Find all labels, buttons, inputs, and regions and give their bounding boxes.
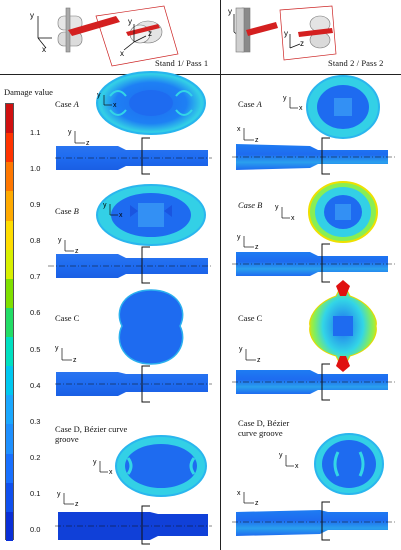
pass1-case-a-axis [103, 95, 112, 106]
pass1-case-c-label: Case C [55, 313, 80, 323]
svg-text:x: x [119, 212, 123, 219]
pass1-case-c-cross-section [118, 289, 184, 365]
svg-text:y: y [68, 129, 72, 136]
stand2-plane [279, 5, 337, 61]
legend-tick-label: 0.7 [30, 272, 41, 282]
svg-text:y: y [279, 452, 283, 459]
pass2-case-a-cross-section [306, 75, 380, 139]
stand2-plane-axis-y: y [284, 29, 288, 38]
pass2-case-b-cross-section [308, 181, 378, 243]
svg-text:x: x [237, 490, 241, 497]
pass1-case-a-label: Case A [55, 99, 79, 109]
stand1-plane-axis-z: z [148, 29, 152, 38]
svg-text:z: z [73, 357, 77, 364]
legend-tick-label: 0.1 [30, 488, 41, 498]
pass1-case-a-bar-axis [74, 131, 85, 144]
svg-text:x: x [299, 105, 303, 112]
stand2-schematic: y x y z [228, 5, 337, 61]
pass2-case-d-label: Case D, Bézier curve groove [238, 418, 290, 438]
colorbar-cell [6, 249, 13, 279]
damage-colorbar [5, 103, 14, 541]
svg-text:z: z [255, 244, 259, 251]
stand2-bar [246, 22, 278, 36]
pass2-case-d-cross-section [314, 433, 384, 495]
stand2-axis-y: y [228, 7, 232, 16]
center-divider [220, 0, 221, 550]
colorbar-cell [6, 453, 13, 483]
legend-tick-label: 0.4 [30, 380, 41, 390]
legend-tick-label: 0.9 [30, 200, 41, 210]
svg-text:y: y [57, 491, 61, 498]
svg-text:x: x [113, 102, 117, 109]
colorbar-cell [6, 482, 13, 512]
svg-text:z: z [86, 140, 90, 147]
svg-text:y: y [58, 237, 62, 244]
pass2-case-c-label: Case C [238, 313, 263, 323]
svg-text:x: x [295, 463, 299, 470]
stand1-axis-triad [37, 16, 52, 49]
stand1-schematic: y x y z x [30, 5, 179, 67]
colorbar-cell [6, 366, 13, 396]
pass2-case-b-label: Case B [238, 200, 263, 210]
stand1-bar [68, 16, 120, 36]
stand1-plane-axis-x: x [120, 49, 124, 58]
svg-text:y: y [103, 202, 107, 209]
pass2-case-d-bar [236, 510, 388, 536]
header-bottom-rule [0, 74, 401, 75]
pass1-case-b-cross-section [96, 184, 206, 246]
legend-tick-label: 1.1 [30, 128, 41, 137]
colorbar-cell [6, 220, 13, 250]
colorbar-cell [6, 511, 13, 541]
colorbar-cell [6, 337, 13, 367]
svg-text:y: y [283, 95, 287, 102]
legend-tick-label: 0.3 [30, 416, 41, 426]
stand1-plane [95, 5, 179, 67]
svg-text:z: z [257, 357, 261, 364]
svg-text:z: z [75, 501, 79, 508]
svg-text:z: z [255, 500, 259, 507]
legend-title: Damage value [4, 87, 53, 97]
colorbar-cell [6, 133, 13, 163]
colorbar-cell [6, 191, 13, 221]
legend-tick-label: 1.0 [30, 164, 41, 174]
svg-text:x: x [109, 469, 113, 476]
colorbar-cell [6, 307, 13, 337]
pass1-case-a-section-marker [141, 137, 150, 175]
colorbar-cell [6, 162, 13, 192]
pass1-case-a-cross-section [96, 71, 206, 135]
svg-text:y: y [55, 345, 59, 352]
legend-tick-label: 0.8 [30, 236, 41, 246]
stand1-axis-x: x [42, 45, 46, 54]
svg-text:x: x [291, 215, 295, 222]
svg-text:y: y [97, 92, 101, 99]
pass2-case-c-cross-section [309, 280, 377, 372]
pass1-case-b-label: Case B [55, 206, 79, 216]
svg-text:x: x [237, 126, 241, 133]
pass1-case-b-bar [56, 254, 208, 278]
legend-tick-label: 0.6 [30, 308, 41, 318]
stand1-label: Stand 1/ Pass 1 [155, 58, 209, 68]
svg-text:y: y [237, 234, 241, 241]
stand1-axis-y: y [30, 11, 34, 20]
stand1-plane-axis-y: y [128, 17, 132, 26]
pass1-case-d-label: Case D, Bézier curve groove [55, 424, 128, 444]
pass1-case-d-cross-section [115, 435, 207, 497]
colorbar-cell [6, 395, 13, 425]
stand2-plane-axis-z: z [300, 39, 304, 48]
legend-tick-label: 0.2 [30, 452, 41, 462]
svg-text:z: z [255, 137, 259, 144]
colorbar-cell [6, 278, 13, 308]
legend-tick-label: 0.5 [30, 344, 41, 354]
colorbar-cell [6, 104, 13, 134]
svg-text:y: y [93, 459, 97, 466]
stand2-label: Stand 2 / Pass 2 [328, 58, 384, 68]
colorbar-cell [6, 424, 13, 454]
svg-text:y: y [275, 204, 279, 211]
svg-text:y: y [239, 346, 243, 353]
svg-text:z: z [75, 248, 79, 255]
pass2-case-a-label: Case A [238, 99, 262, 109]
legend-tick-label: 0.0 [30, 525, 41, 534]
